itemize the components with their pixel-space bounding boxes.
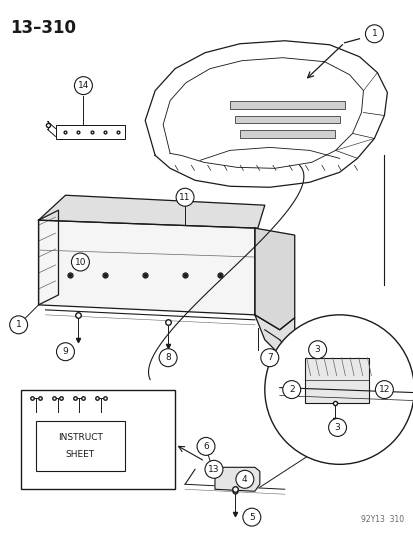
Circle shape <box>235 470 253 488</box>
Text: 6: 6 <box>203 442 209 451</box>
Text: 5: 5 <box>248 513 254 522</box>
Circle shape <box>282 381 300 399</box>
Bar <box>304 358 368 402</box>
Bar <box>234 116 339 124</box>
Polygon shape <box>38 195 264 228</box>
Polygon shape <box>38 220 254 315</box>
Text: 12: 12 <box>378 385 389 394</box>
Bar <box>55 125 125 140</box>
Circle shape <box>328 418 346 437</box>
Text: 92Y13  310: 92Y13 310 <box>360 515 404 524</box>
Text: INSTRUCT: INSTRUCT <box>58 433 102 442</box>
Circle shape <box>375 381 392 399</box>
Text: 10: 10 <box>74 257 86 266</box>
Polygon shape <box>214 467 259 491</box>
Text: 11: 11 <box>179 193 190 201</box>
Bar <box>239 131 334 139</box>
Polygon shape <box>254 315 294 354</box>
Bar <box>229 101 344 109</box>
Polygon shape <box>254 228 294 330</box>
Text: 13: 13 <box>208 465 219 474</box>
Circle shape <box>242 508 260 526</box>
Polygon shape <box>38 210 58 305</box>
Text: 3: 3 <box>314 345 320 354</box>
Circle shape <box>9 316 28 334</box>
Circle shape <box>71 253 89 271</box>
Text: 1: 1 <box>16 320 21 329</box>
Circle shape <box>264 315 413 464</box>
Text: 3: 3 <box>334 423 339 432</box>
Text: 2: 2 <box>288 385 294 394</box>
Text: 8: 8 <box>165 353 171 362</box>
Text: 7: 7 <box>266 353 272 362</box>
Bar <box>36 422 125 471</box>
Circle shape <box>308 341 326 359</box>
Circle shape <box>159 349 177 367</box>
Text: 14: 14 <box>78 81 89 90</box>
Bar <box>21 390 175 489</box>
Circle shape <box>260 349 278 367</box>
Circle shape <box>197 438 214 455</box>
Text: SHEET: SHEET <box>66 450 95 459</box>
Circle shape <box>176 188 194 206</box>
Circle shape <box>204 461 223 478</box>
Text: 13–310: 13–310 <box>11 19 76 37</box>
Circle shape <box>56 343 74 361</box>
Text: 4: 4 <box>242 475 247 484</box>
Circle shape <box>365 25 382 43</box>
Text: 1: 1 <box>370 29 376 38</box>
Text: 9: 9 <box>62 347 68 356</box>
Circle shape <box>74 77 92 94</box>
